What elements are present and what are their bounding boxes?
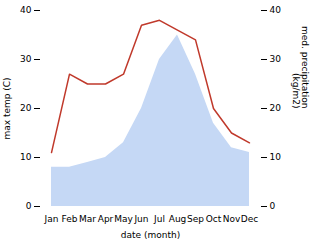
- svg-text:40: 40: [270, 5, 282, 15]
- svg-text:30: 30: [20, 54, 32, 64]
- svg-text:30: 30: [270, 54, 282, 64]
- svg-text:Feb: Feb: [62, 214, 78, 224]
- svg-text:0: 0: [270, 201, 276, 211]
- svg-text:May: May: [114, 214, 133, 224]
- svg-text:Dec: Dec: [241, 214, 258, 224]
- svg-text:40: 40: [20, 5, 32, 15]
- svg-text:max temp (C): max temp (C): [2, 77, 12, 139]
- svg-text:10: 10: [270, 152, 282, 162]
- svg-text:Apr: Apr: [98, 214, 114, 224]
- svg-text:Jun: Jun: [133, 214, 148, 224]
- svg-text:Nov: Nov: [223, 214, 241, 224]
- svg-text:20: 20: [270, 103, 282, 113]
- svg-text:Jan: Jan: [44, 214, 59, 224]
- svg-text:Sep: Sep: [187, 214, 204, 224]
- svg-text:Mar: Mar: [79, 214, 96, 224]
- svg-text:20: 20: [20, 103, 32, 113]
- svg-text:date (month): date (month): [121, 230, 180, 240]
- svg-text:0: 0: [26, 201, 32, 211]
- svg-text:med. precipitation(kg/m2): med. precipitation(kg/m2): [291, 26, 310, 108]
- svg-text:Aug: Aug: [169, 214, 187, 224]
- svg-text:Jul: Jul: [153, 214, 165, 224]
- svg-text:10: 10: [20, 152, 32, 162]
- svg-text:Oct: Oct: [206, 214, 222, 224]
